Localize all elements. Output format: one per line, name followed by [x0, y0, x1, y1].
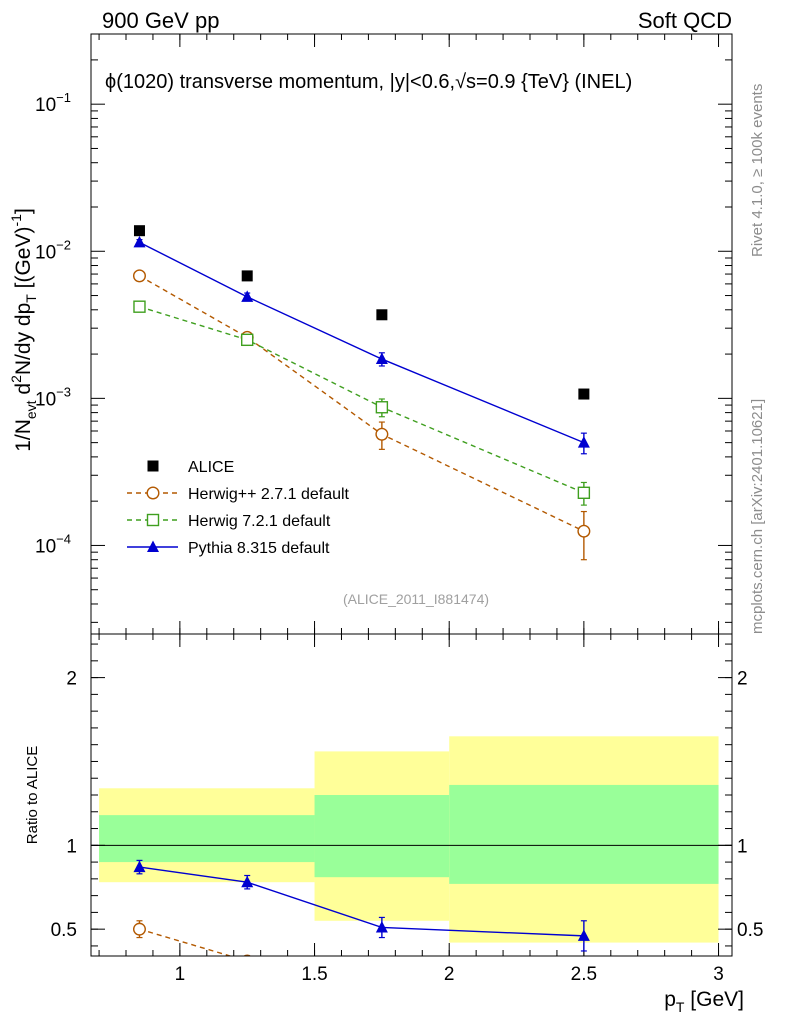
ratio-point-pythia-8-315-default [577, 929, 590, 941]
x-tick-label: 2 [444, 964, 455, 985]
x-title-p: p [664, 988, 676, 1011]
legend-label-herwig-2-7-1-default: Herwig++ 2.7.1 default [188, 486, 350, 503]
main-y-tick-base: 10 [35, 536, 56, 557]
ratio-point-herwig-2-7-1-default [132, 922, 146, 936]
ratio-y-axis-title: Ratio to ALICE [24, 746, 41, 844]
x-tick-label: 2.5 [571, 964, 597, 985]
legend-label-pythia-8-315-default: Pythia 8.315 default [188, 540, 330, 557]
main-point-alice [133, 225, 145, 237]
y-title-part-1: 1/N [12, 419, 35, 452]
main-y-tick-base: 10 [35, 242, 56, 263]
y-title-part-2: d [12, 383, 35, 401]
legend-label-herwig-7-2-1-default: Herwig 7.2.1 default [188, 513, 331, 530]
header-right: Soft QCD [638, 8, 732, 33]
ratio-y-tick-label-left: 2 [66, 669, 77, 690]
main-point-herwig-7-2-1-default [133, 300, 146, 313]
legend: ALICE Herwig++ 2.7.1 default Herwig 7.2.1 … [127, 459, 350, 557]
y-title-part-5: ] [12, 208, 35, 214]
main-point-herwig-2-7-1-default [577, 524, 591, 538]
ratio-band-inner [314, 795, 450, 878]
main-y-tick-label: 10−2 [35, 237, 71, 263]
analysis-reference: (ALICE_2011_I881474) [343, 591, 489, 607]
ratio-y-tick-label-right: 1 [737, 836, 748, 857]
main-point-pythia-8-315-default [241, 290, 254, 302]
y-title-sub-1: evt [23, 400, 39, 419]
legend-marker-herwig-7-2-1-default [146, 513, 160, 527]
main-point-herwig-7-2-1-default [375, 401, 389, 414]
ratio-point-pythia-8-315-default [375, 920, 388, 933]
legend-marker-pythia-8-315-default [147, 540, 159, 552]
y-title-sup-exp: -1 [8, 214, 24, 227]
main-y-tick-label: 10−1 [35, 90, 71, 116]
main-y-tick-label: 10−3 [35, 384, 71, 410]
side-version: Rivet 4.1.0, ≥ 100k events [749, 84, 766, 257]
y-title-sub-t: T [23, 294, 39, 303]
x-title-unit: [GeV] [684, 988, 744, 1011]
side-site: mcplots.cern.ch [arXiv:2401.10621] [749, 399, 766, 634]
y-title-sup-2: 2 [8, 375, 24, 383]
main-y-tick-exponent: −3 [56, 384, 71, 399]
ratio-y-tick-label-right: 0.5 [737, 920, 763, 941]
main-point-alice [376, 309, 388, 321]
legend-label-alice: ALICE [188, 459, 234, 476]
main-point-alice [241, 270, 253, 282]
ratio-point-pythia-8-315-default [241, 875, 254, 888]
main-line-herwig-7-2-1-default [139, 306, 585, 494]
x-tick-label: 1 [175, 964, 186, 985]
main-line-pythia-8-315-default [139, 241, 585, 444]
main-y-axis-title: 1/Nevt d2N/dy dpT [(GeV)-1] [8, 208, 39, 452]
main-point-herwig-2-7-1-default [375, 427, 389, 441]
ratio-line-pythia-8-315-default [139, 866, 584, 937]
x-title-sub: T [676, 999, 685, 1015]
y-title-part-3: N/dy dp [12, 303, 35, 375]
main-point-alice [578, 388, 590, 400]
x-tick-label: 1.5 [301, 964, 327, 985]
y-title-part-4: [(GeV) [12, 226, 35, 294]
ratio-point-pythia-8-315-default [133, 860, 146, 873]
ratio-plot-frame [90, 633, 733, 957]
main-point-herwig-7-2-1-default [577, 486, 591, 499]
ratio-y-tick-label-left: 0.5 [51, 920, 77, 941]
legend-marker-alice [147, 460, 159, 472]
main-point-pythia-8-315-default [133, 235, 146, 248]
main-point-pythia-8-315-default [375, 352, 388, 365]
ratio-band-inner [99, 815, 315, 863]
header-left: 900 GeV pp [102, 8, 219, 33]
main-y-tick-label: 10−4 [35, 531, 71, 557]
main-point-pythia-8-315-default [577, 436, 590, 448]
main-point-herwig-7-2-1-default [241, 333, 254, 347]
main-point-herwig-2-7-1-default [132, 269, 146, 283]
main-y-tick-exponent: −2 [56, 237, 71, 252]
ratio-y-tick-label-left: 1 [66, 836, 77, 857]
ratio-y-tick-label-right: 2 [737, 669, 748, 690]
main-y-tick-exponent: −4 [56, 531, 71, 546]
main-y-tick-base: 10 [35, 95, 56, 116]
main-y-tick-exponent: −1 [56, 90, 71, 105]
x-tick-label: 3 [713, 964, 724, 985]
legend-marker-herwig-2-7-1-default [146, 486, 160, 500]
x-axis-title: pT [GeV] [664, 988, 744, 1015]
ratio-band-inner [449, 784, 719, 884]
plot-title: ϕ(1020) transverse momentum, |y|<0.6,√s=… [105, 71, 632, 93]
main-y-tick-base: 10 [35, 389, 56, 410]
